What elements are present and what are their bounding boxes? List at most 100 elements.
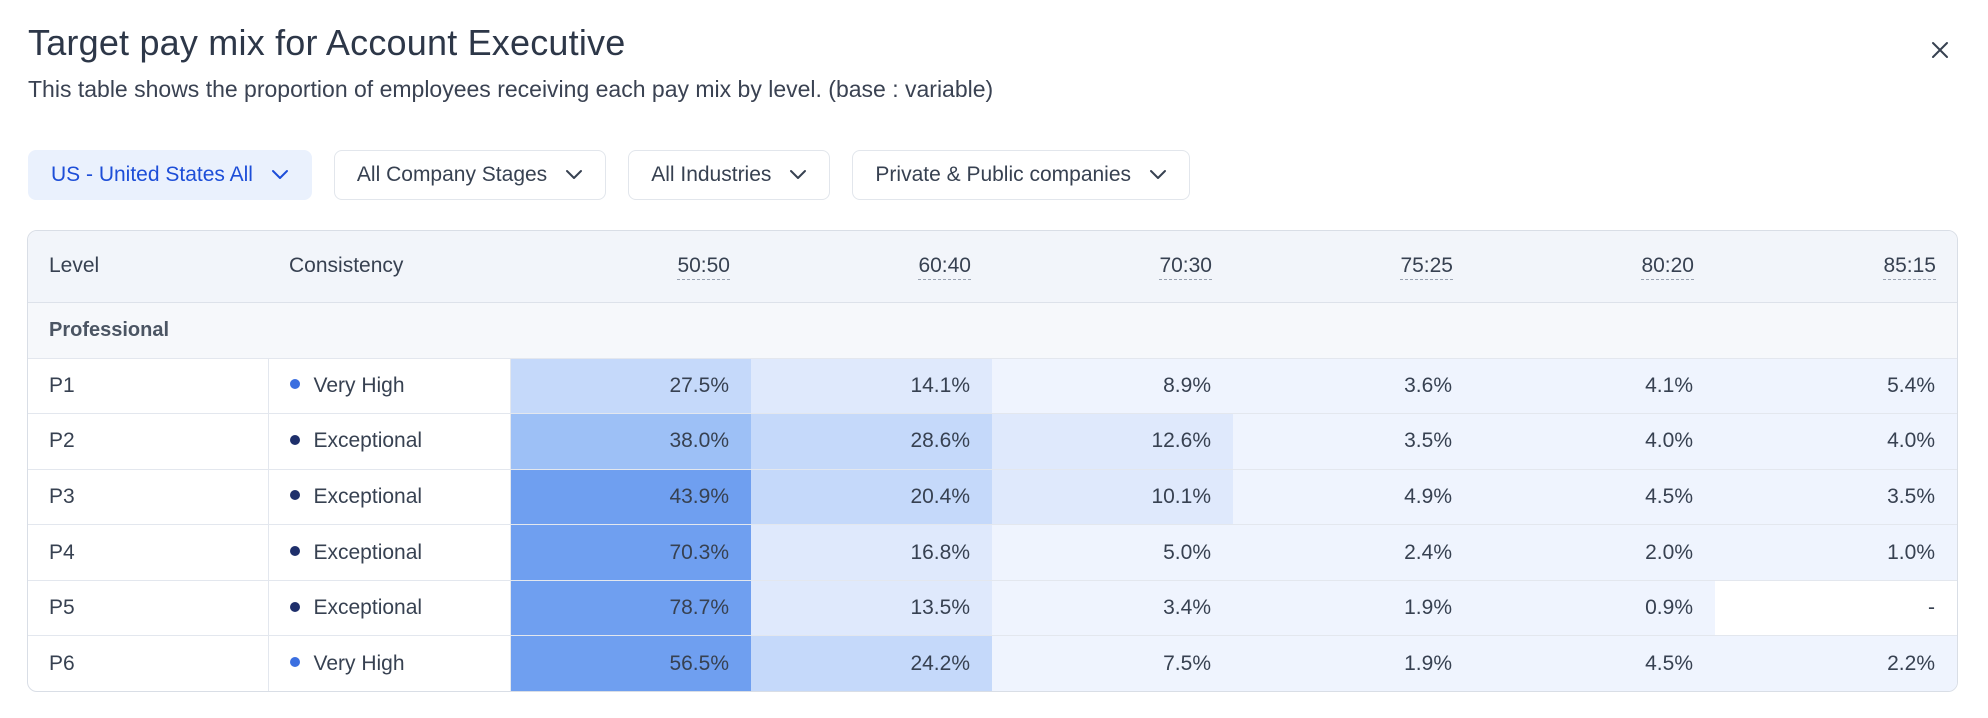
cell-value: 10.1% (992, 469, 1233, 526)
cell-value: 1.9% (1233, 580, 1474, 637)
cell-value: 2.4% (1233, 524, 1474, 581)
column-header-consistency: Consistency (268, 231, 510, 303)
filter-company-type-dropdown[interactable]: Private & Public companies (852, 150, 1191, 200)
filter-label: Private & Public companies (875, 163, 1132, 186)
cell-value: 12.6% (992, 413, 1233, 470)
close-icon (1932, 42, 1948, 58)
close-button[interactable] (1922, 32, 1958, 68)
consistency-dot-icon (289, 657, 300, 668)
group-label: Professional (28, 302, 1957, 359)
cell-value: 27.5% (510, 358, 751, 415)
column-header-label: 50:50 (677, 254, 730, 281)
column-header-level: Level (28, 231, 268, 303)
cell-value: 78.7% (510, 580, 751, 637)
cell-value: 3.6% (1233, 358, 1474, 415)
consistency-label: Exceptional (313, 429, 423, 453)
cell-value: 16.8% (751, 524, 992, 581)
chevron-down-icon (1149, 169, 1167, 181)
filter-label: All Company Stages (356, 163, 548, 186)
page-subtitle: This table shows the proportion of emplo… (28, 76, 994, 102)
column-header-label: 75:25 (1400, 254, 1453, 281)
cell-value: 70.3% (510, 524, 751, 581)
column-header-label: 80:20 (1641, 254, 1694, 281)
column-header-75-25[interactable]: 75:25 (1233, 231, 1474, 303)
consistency-label: Very High (313, 652, 405, 676)
cell-consistency: Very High (268, 635, 511, 691)
filter-label: All Industries (651, 163, 772, 186)
consistency-label: Very High (313, 373, 405, 397)
cell-consistency: Exceptional (268, 413, 511, 470)
column-header-label: 60:40 (918, 254, 971, 281)
filter-industry-dropdown[interactable]: All Industries (628, 150, 831, 200)
cell-consistency: Exceptional (268, 524, 511, 581)
chevron-down-icon (271, 169, 289, 181)
consistency-label: Exceptional (313, 596, 423, 620)
cell-value: - (1715, 580, 1957, 637)
consistency-dot-icon (289, 490, 300, 501)
cell-value: 24.2% (751, 635, 992, 691)
filter-country-dropdown[interactable]: US - United States All (28, 150, 312, 200)
consistency-dot-icon (289, 379, 300, 390)
cell-consistency: Exceptional (268, 469, 511, 526)
column-header-60-40[interactable]: 60:40 (751, 231, 992, 303)
cell-value: 4.1% (1474, 358, 1715, 415)
column-header-label: 70:30 (1159, 254, 1212, 281)
consistency-label: Exceptional (313, 484, 423, 508)
table-row: P1 Very High 27.5% 14.1% 8.9% 3.6% 4.1% 5.4% (28, 358, 1957, 415)
cell-value: 4.5% (1474, 635, 1715, 691)
cell-level: P5 (28, 580, 269, 637)
cell-value: 0.9% (1474, 580, 1715, 637)
cell-value: 3.5% (1233, 413, 1474, 470)
column-header-80-20[interactable]: 80:20 (1474, 231, 1715, 303)
consistency-dot-icon (289, 546, 300, 557)
cell-value: 14.1% (751, 358, 992, 415)
cell-value: 3.4% (992, 580, 1233, 637)
page-title: Target pay mix for Account Executive (28, 22, 626, 63)
cell-value: 38.0% (510, 413, 751, 470)
table-row: P6 Very High 56.5% 24.2% 7.5% 1.9% 4.5% 2.2% (28, 635, 1957, 691)
cell-value: 5.4% (1715, 358, 1957, 415)
table-row: P3 Exceptional 43.9% 20.4% 10.1% 4.9% 4.5% 3.5% (28, 469, 1957, 526)
column-header-70-30[interactable]: 70:30 (992, 231, 1233, 303)
cell-value: 7.5% (992, 635, 1233, 691)
table-row: P4 Exceptional 70.3% 16.8% 5.0% 2.4% 2.0% 1.0% (28, 524, 1957, 581)
cell-level: P1 (28, 358, 269, 415)
column-header-label: 85:15 (1883, 254, 1936, 281)
cell-value: 2.2% (1715, 635, 1957, 691)
cell-value: 2.0% (1474, 524, 1715, 581)
chevron-down-icon (789, 169, 807, 181)
filter-bar: US - United States All All Company Stage… (28, 150, 1191, 200)
cell-value: 13.5% (751, 580, 992, 637)
cell-value: 1.9% (1233, 635, 1474, 691)
column-header-50-50[interactable]: 50:50 (510, 231, 751, 303)
cell-value: 5.0% (992, 524, 1233, 581)
cell-value: 4.5% (1474, 469, 1715, 526)
cell-value: 8.9% (992, 358, 1233, 415)
cell-level: P3 (28, 469, 269, 526)
consistency-dot-icon (289, 434, 300, 445)
consistency-dot-icon (289, 601, 300, 612)
filter-company-stage-dropdown[interactable]: All Company Stages (333, 150, 607, 200)
cell-level: P2 (28, 413, 269, 470)
cell-value: 28.6% (751, 413, 992, 470)
table-row: P2 Exceptional 38.0% 28.6% 12.6% 3.5% 4.0% 4.0% (28, 413, 1957, 470)
cell-value: 56.5% (510, 635, 751, 691)
cell-consistency: Very High (268, 358, 511, 415)
cell-value: 20.4% (751, 469, 992, 526)
cell-value: 4.0% (1474, 413, 1715, 470)
cell-value: 4.0% (1715, 413, 1957, 470)
table-header-row: Level Consistency 50:50 60:40 70:30 75:2… (28, 231, 1957, 303)
filter-label: US - United States All (51, 163, 253, 186)
cell-value: 3.5% (1715, 469, 1957, 526)
table-row: P5 Exceptional 78.7% 13.5% 3.4% 1.9% 0.9% - (28, 580, 1957, 637)
column-header-85-15[interactable]: 85:15 (1715, 231, 1957, 303)
cell-level: P4 (28, 524, 269, 581)
pay-mix-table: Level Consistency 50:50 60:40 70:30 75:2… (27, 230, 1958, 692)
cell-value: 4.9% (1233, 469, 1474, 526)
cell-value: 43.9% (510, 469, 751, 526)
cell-level: P6 (28, 635, 269, 691)
cell-value: 1.0% (1715, 524, 1957, 581)
consistency-label: Exceptional (313, 540, 423, 564)
table-group-row: Professional (28, 302, 1957, 359)
cell-consistency: Exceptional (268, 580, 511, 637)
